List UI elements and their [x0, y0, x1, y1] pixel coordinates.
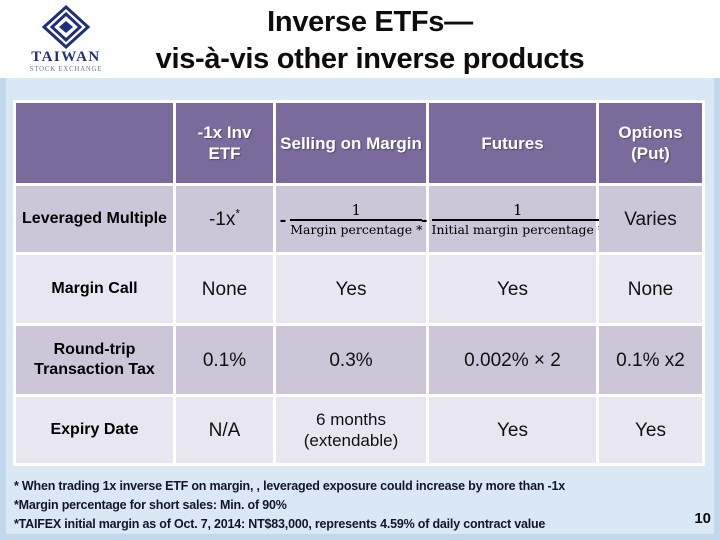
cell-tax-selling: 0.3% — [276, 326, 426, 394]
formula-numerator: 1 — [513, 200, 523, 219]
page-number: 10 — [694, 510, 711, 527]
cell-tax-futures: 0.002% × 2 — [429, 326, 596, 394]
leveraged-value: -1x — [208, 208, 236, 230]
slide-title-line1: Inverse ETFs— — [267, 6, 473, 38]
cell-margin-call-selling: Yes — [276, 255, 426, 323]
header-cell-futures: Futures — [429, 103, 596, 183]
header-cell-options-put: Options (Put) — [599, 103, 702, 183]
header-cell-selling-on-margin: Selling on Margin — [276, 103, 426, 183]
cell-margin-call-options: None — [599, 255, 702, 323]
cell-margin-call-futures: Yes — [429, 255, 596, 323]
slide-title: Inverse ETFs— vis-à-vis other inverse pr… — [20, 4, 720, 78]
footnotes: * When trading 1x inverse ETF on margin,… — [14, 477, 674, 534]
row-label-expiry-date: Expiry Date — [16, 397, 173, 463]
slide-title-line2: vis-à-vis other inverse products — [155, 43, 585, 75]
cell-margin-call-inv-etf: None — [176, 255, 273, 323]
cell-expiry-options: Yes — [599, 397, 702, 463]
cell-leveraged-futures-formula: - 1 Initial margin percentage * — [421, 186, 605, 252]
frame-left — [0, 78, 6, 540]
twse-hexagon-icon — [41, 5, 91, 49]
formula-minus-sign: - — [420, 209, 428, 229]
formula-denominator: Margin percentage * — [290, 218, 423, 237]
cell-expiry-futures: Yes — [429, 397, 596, 463]
cell-tax-inv-etf: 0.1% — [176, 326, 273, 394]
cell-leveraged-margin-formula: - 1 Margin percentage * — [276, 186, 426, 252]
header-cell-inv-etf: -1x Inv ETF — [176, 103, 273, 183]
formula-denominator: Initial margin percentage * — [431, 218, 605, 237]
formula-numerator: 1 — [351, 200, 362, 219]
footnote-1: * When trading 1x inverse ETF on margin,… — [14, 479, 566, 493]
row-label-transaction-tax: Round-trip Transaction Tax — [16, 326, 173, 394]
comparison-table: -1x Inv ETF Selling on Margin Futures Op… — [13, 100, 705, 466]
row-label-leveraged-multiple: Leveraged Multiple — [16, 186, 173, 252]
cell-expiry-selling: 6 months (extendable) — [276, 397, 426, 463]
formula-minus-sign: - — [279, 209, 287, 229]
cell-expiry-inv-etf: N/A — [176, 397, 273, 463]
logo-subtitle: STOCK EXCHANGE — [29, 66, 103, 73]
frame-right — [714, 78, 720, 540]
twse-logo: TAIWAN STOCK EXCHANGE — [18, 5, 114, 74]
header-cell-empty — [16, 103, 173, 183]
cell-leveraged-options: Varies — [599, 186, 702, 252]
cell-leveraged-inv-etf: -1x* — [176, 186, 273, 252]
title-band: TAIWAN STOCK EXCHANGE Inverse ETFs— vis-… — [0, 0, 720, 78]
frame-bottom — [0, 534, 720, 540]
footnote-2: *Margin percentage for short sales: Min.… — [14, 498, 287, 512]
cell-tax-options: 0.1% x2 — [599, 326, 702, 394]
footnote-3: *TAIFEX initial margin as of Oct. 7, 201… — [14, 517, 546, 531]
footnote-marker: * — [235, 206, 241, 221]
row-label-margin-call: Margin Call — [16, 255, 173, 323]
logo-name: TAIWAN — [31, 49, 101, 65]
